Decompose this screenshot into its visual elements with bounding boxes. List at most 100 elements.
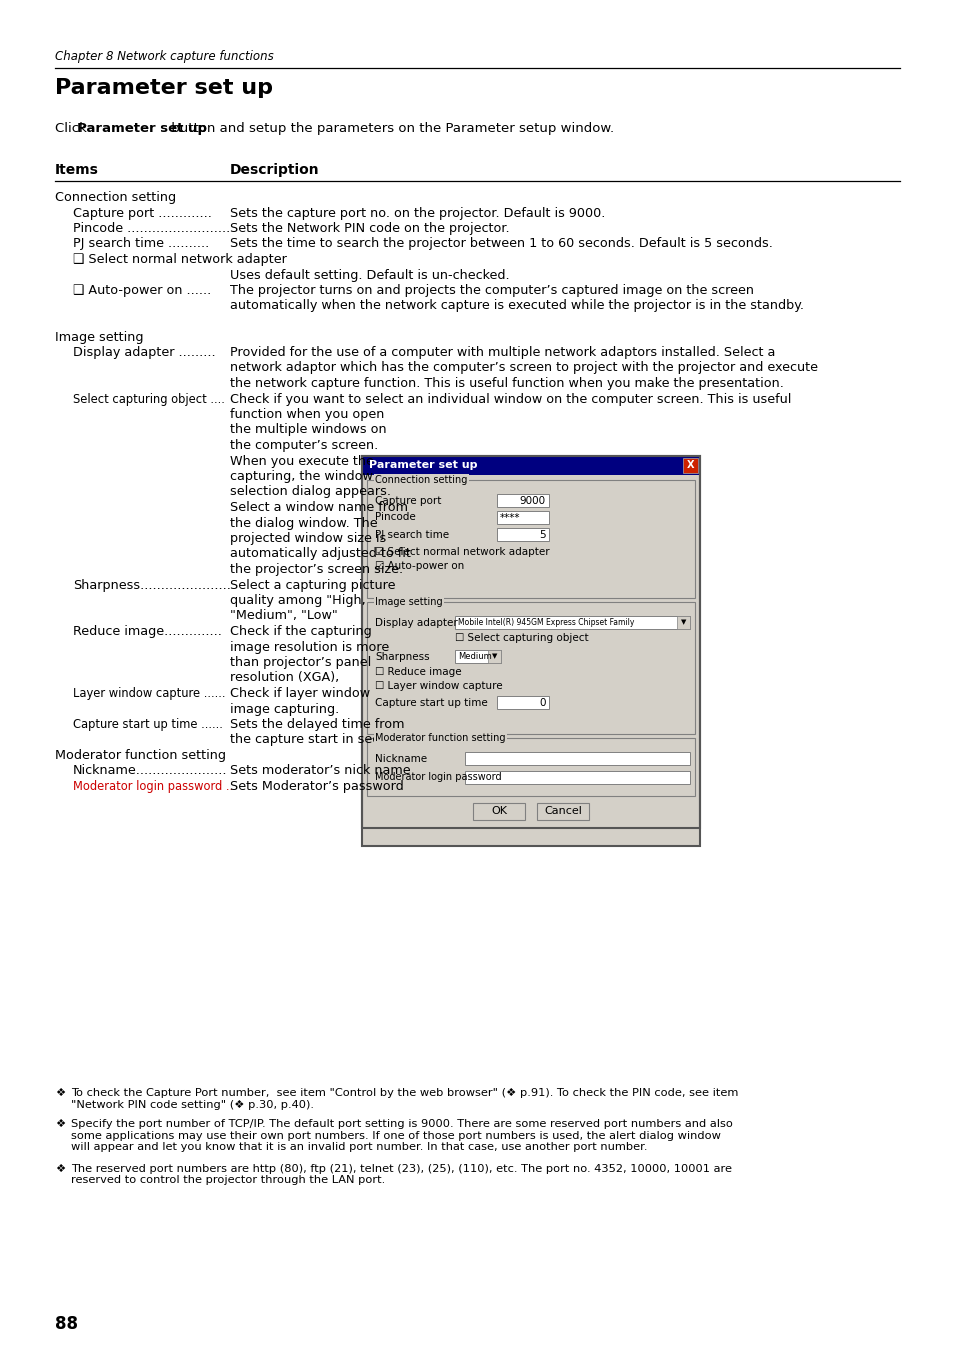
- Text: Reduce image..............: Reduce image..............: [73, 625, 222, 639]
- Text: the computer’s screen.: the computer’s screen.: [230, 439, 377, 452]
- Text: 88: 88: [55, 1315, 78, 1332]
- Text: quality among "High,: quality among "High,: [230, 594, 365, 608]
- Text: Capture port: Capture port: [375, 495, 441, 505]
- Bar: [488, 649, 500, 663]
- Text: 5: 5: [538, 529, 545, 540]
- Text: Select capturing object ....: Select capturing object ....: [73, 393, 225, 405]
- Text: Provided for the use of a computer with multiple network adaptors installed. Sel: Provided for the use of a computer with …: [230, 346, 775, 359]
- Text: OK: OK: [491, 806, 506, 817]
- Bar: [361, 456, 700, 475]
- Text: Moderator login password ..: Moderator login password ..: [73, 780, 233, 792]
- Text: Parameter set up: Parameter set up: [55, 78, 273, 99]
- Text: image resolution is more: image resolution is more: [230, 640, 389, 653]
- Bar: [682, 458, 698, 472]
- Text: Chapter 8 Network capture functions: Chapter 8 Network capture functions: [55, 50, 274, 63]
- Text: ❑ Select normal network adapter: ❑ Select normal network adapter: [73, 252, 287, 266]
- Bar: [455, 649, 500, 663]
- Text: Check if the capturing: Check if the capturing: [230, 625, 372, 639]
- Text: ❖: ❖: [55, 1164, 65, 1173]
- Text: Check if you want to select an individual window on the computer screen. This is: Check if you want to select an individua…: [230, 393, 791, 405]
- Text: Pincode .........................: Pincode .........................: [73, 221, 230, 235]
- Bar: [464, 771, 689, 784]
- Text: Click: Click: [55, 122, 91, 135]
- Bar: [497, 697, 548, 709]
- Bar: [367, 602, 695, 734]
- Text: Sharpness......................: Sharpness......................: [73, 579, 231, 591]
- Text: network adaptor which has the computer’s screen to project with the projector an: network adaptor which has the computer’s…: [230, 362, 817, 374]
- Text: function when you open: function when you open: [230, 408, 384, 421]
- Text: selection dialog appears.: selection dialog appears.: [230, 486, 391, 498]
- Bar: [367, 738, 695, 796]
- Text: Capture start up time ......: Capture start up time ......: [73, 718, 223, 730]
- Text: Connection setting: Connection setting: [55, 190, 176, 204]
- Text: Nickname......................: Nickname......................: [73, 764, 227, 778]
- Text: resolution (XGA),: resolution (XGA),: [230, 671, 339, 684]
- Text: the projector’s screen size.: the projector’s screen size.: [230, 563, 403, 576]
- Text: ****: ****: [499, 513, 520, 522]
- Text: ☐ Select capturing object: ☐ Select capturing object: [455, 633, 588, 643]
- Text: than projector’s panel: than projector’s panel: [230, 656, 371, 670]
- Text: Sets the delayed time from: Sets the delayed time from: [230, 718, 404, 730]
- Text: Moderator login password: Moderator login password: [375, 772, 501, 783]
- Text: Medium: Medium: [457, 652, 491, 662]
- Text: Nickname: Nickname: [375, 753, 427, 764]
- Bar: [455, 616, 689, 629]
- Text: the multiple windows on: the multiple windows on: [230, 424, 386, 436]
- Text: The reserved port numbers are http (80), ftp (21), telnet (23), (25), (110), etc: The reserved port numbers are http (80),…: [71, 1164, 731, 1185]
- Text: image capturing.: image capturing.: [230, 702, 339, 716]
- Bar: [497, 494, 548, 508]
- Bar: [464, 752, 689, 765]
- Text: Connection setting: Connection setting: [375, 475, 467, 485]
- Text: Sets Moderator’s password: Sets Moderator’s password: [230, 780, 403, 792]
- Text: 0: 0: [539, 698, 545, 707]
- Text: Parameter set up: Parameter set up: [369, 460, 477, 471]
- Text: Select a capturing picture: Select a capturing picture: [230, 579, 395, 591]
- Text: ☐ Reduce image: ☐ Reduce image: [375, 667, 461, 676]
- Bar: [497, 528, 548, 541]
- Text: Moderator function setting: Moderator function setting: [375, 733, 505, 743]
- Text: Uses default setting. Default is un-checked.: Uses default setting. Default is un-chec…: [230, 269, 509, 282]
- Text: X: X: [686, 460, 694, 471]
- Text: Capture start up time: Capture start up time: [375, 698, 487, 707]
- Text: the network capture function. This is useful function when you make the presenta: the network capture function. This is us…: [230, 377, 783, 390]
- Bar: [361, 456, 700, 828]
- Text: Check if layer window: Check if layer window: [230, 687, 370, 701]
- Bar: [361, 456, 700, 846]
- Text: ☐ Layer window capture: ☐ Layer window capture: [375, 680, 502, 691]
- Text: Pincode: Pincode: [375, 513, 416, 522]
- Bar: [537, 803, 588, 819]
- Text: ▼: ▼: [492, 653, 497, 660]
- Text: button and setup the parameters on the Parameter setup window.: button and setup the parameters on the P…: [167, 122, 614, 135]
- Text: The projector turns on and projects the computer’s captured image on the screen: The projector turns on and projects the …: [230, 284, 753, 297]
- Text: Image setting: Image setting: [55, 331, 143, 343]
- Text: ☑ Auto-power on: ☑ Auto-power on: [375, 562, 464, 571]
- Text: When you execute the: When you execute the: [230, 455, 374, 467]
- Text: Cancel: Cancel: [543, 806, 581, 817]
- Text: To check the Capture Port number,  see item "Control by the web browser" (❖ p.91: To check the Capture Port number, see it…: [71, 1088, 738, 1110]
- Text: Description: Description: [230, 163, 319, 177]
- Text: ☑ Select normal network adapter: ☑ Select normal network adapter: [375, 547, 549, 558]
- Text: Sets the capture port no. on the projector. Default is 9000.: Sets the capture port no. on the project…: [230, 207, 605, 220]
- Text: ▼: ▼: [680, 620, 685, 625]
- Text: Image setting: Image setting: [375, 597, 442, 608]
- Text: Display adapter .........: Display adapter .........: [73, 346, 215, 359]
- Bar: [367, 481, 695, 598]
- Text: automatically when the network capture is executed while the projector is in the: automatically when the network capture i…: [230, 300, 803, 312]
- Text: Display adapter: Display adapter: [375, 617, 457, 628]
- Text: Sharpness: Sharpness: [375, 652, 429, 662]
- Text: the capture start in second.: the capture start in second.: [230, 733, 407, 747]
- Text: ❑ Auto-power on ......: ❑ Auto-power on ......: [73, 284, 211, 297]
- Text: the dialog window. The: the dialog window. The: [230, 517, 377, 529]
- Text: PJ search time: PJ search time: [375, 529, 449, 540]
- Text: Moderator function setting: Moderator function setting: [55, 749, 226, 761]
- Text: capturing, the window: capturing, the window: [230, 470, 373, 483]
- Bar: [473, 803, 524, 819]
- Bar: [677, 616, 689, 629]
- Text: "Medium", "Low": "Medium", "Low": [230, 609, 337, 622]
- Text: Specify the port number of TCP/IP. The default port setting is 9000. There are s: Specify the port number of TCP/IP. The d…: [71, 1119, 732, 1152]
- Text: Mobile Intel(R) 945GM Express Chipset Family: Mobile Intel(R) 945GM Express Chipset Fa…: [457, 618, 634, 626]
- Text: Sets the time to search the projector between 1 to 60 seconds. Default is 5 seco: Sets the time to search the projector be…: [230, 238, 772, 251]
- Text: projected window size is: projected window size is: [230, 532, 386, 545]
- Text: Parameter set up: Parameter set up: [77, 122, 207, 135]
- Text: Layer window capture ......: Layer window capture ......: [73, 687, 225, 701]
